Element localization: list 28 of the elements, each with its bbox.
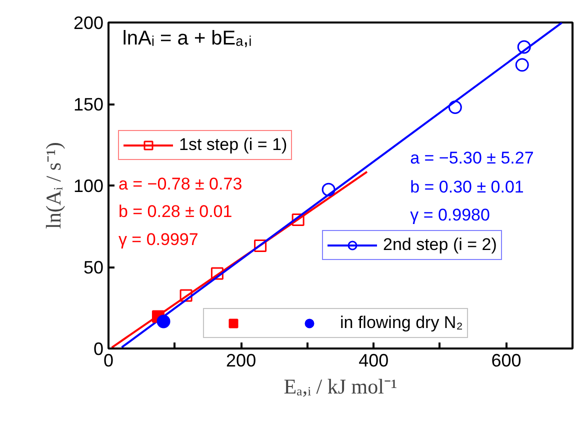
- y-tick-label: 150: [73, 94, 104, 114]
- point: [254, 240, 267, 252]
- y-axis-title: ln(Aᵢ / s⁻¹): [41, 142, 66, 229]
- legend-label: 1st step (i = 1): [179, 135, 288, 155]
- annotation: γ = 0.9980: [410, 205, 490, 224]
- y-tick-label: 200: [73, 13, 104, 33]
- y-tick-label: 50: [83, 258, 104, 278]
- annotation: γ = 0.9997: [118, 230, 198, 249]
- x-tick-label: 600: [491, 350, 522, 370]
- point: [517, 40, 531, 54]
- point: [210, 267, 224, 280]
- point: [448, 100, 462, 114]
- x-tick-label: 400: [358, 350, 389, 370]
- annotation: b = 0.30 ± 0.01: [410, 178, 524, 197]
- point: [156, 314, 170, 328]
- point: [292, 213, 304, 226]
- annotation: lnAᵢ = a + bEₐ,ᵢ: [122, 27, 252, 50]
- point: [515, 58, 529, 72]
- point: [322, 182, 336, 196]
- annotation: a = −0.78 ± 0.73: [118, 174, 242, 194]
- x-axis-title: Eₐ,ᵢ / kJ mol⁻¹: [284, 374, 398, 398]
- y-tick-label: 100: [73, 176, 104, 196]
- x-tick-label: 200: [226, 350, 256, 370]
- legend-label: 2nd step (i = 2): [383, 235, 497, 255]
- legend-label: in flowing dry N₂: [340, 313, 463, 333]
- annotation: b = 0.28 ± 0.01: [118, 202, 232, 222]
- annotation: a = −5.30 ± 5.27: [410, 148, 534, 168]
- point: [180, 289, 192, 302]
